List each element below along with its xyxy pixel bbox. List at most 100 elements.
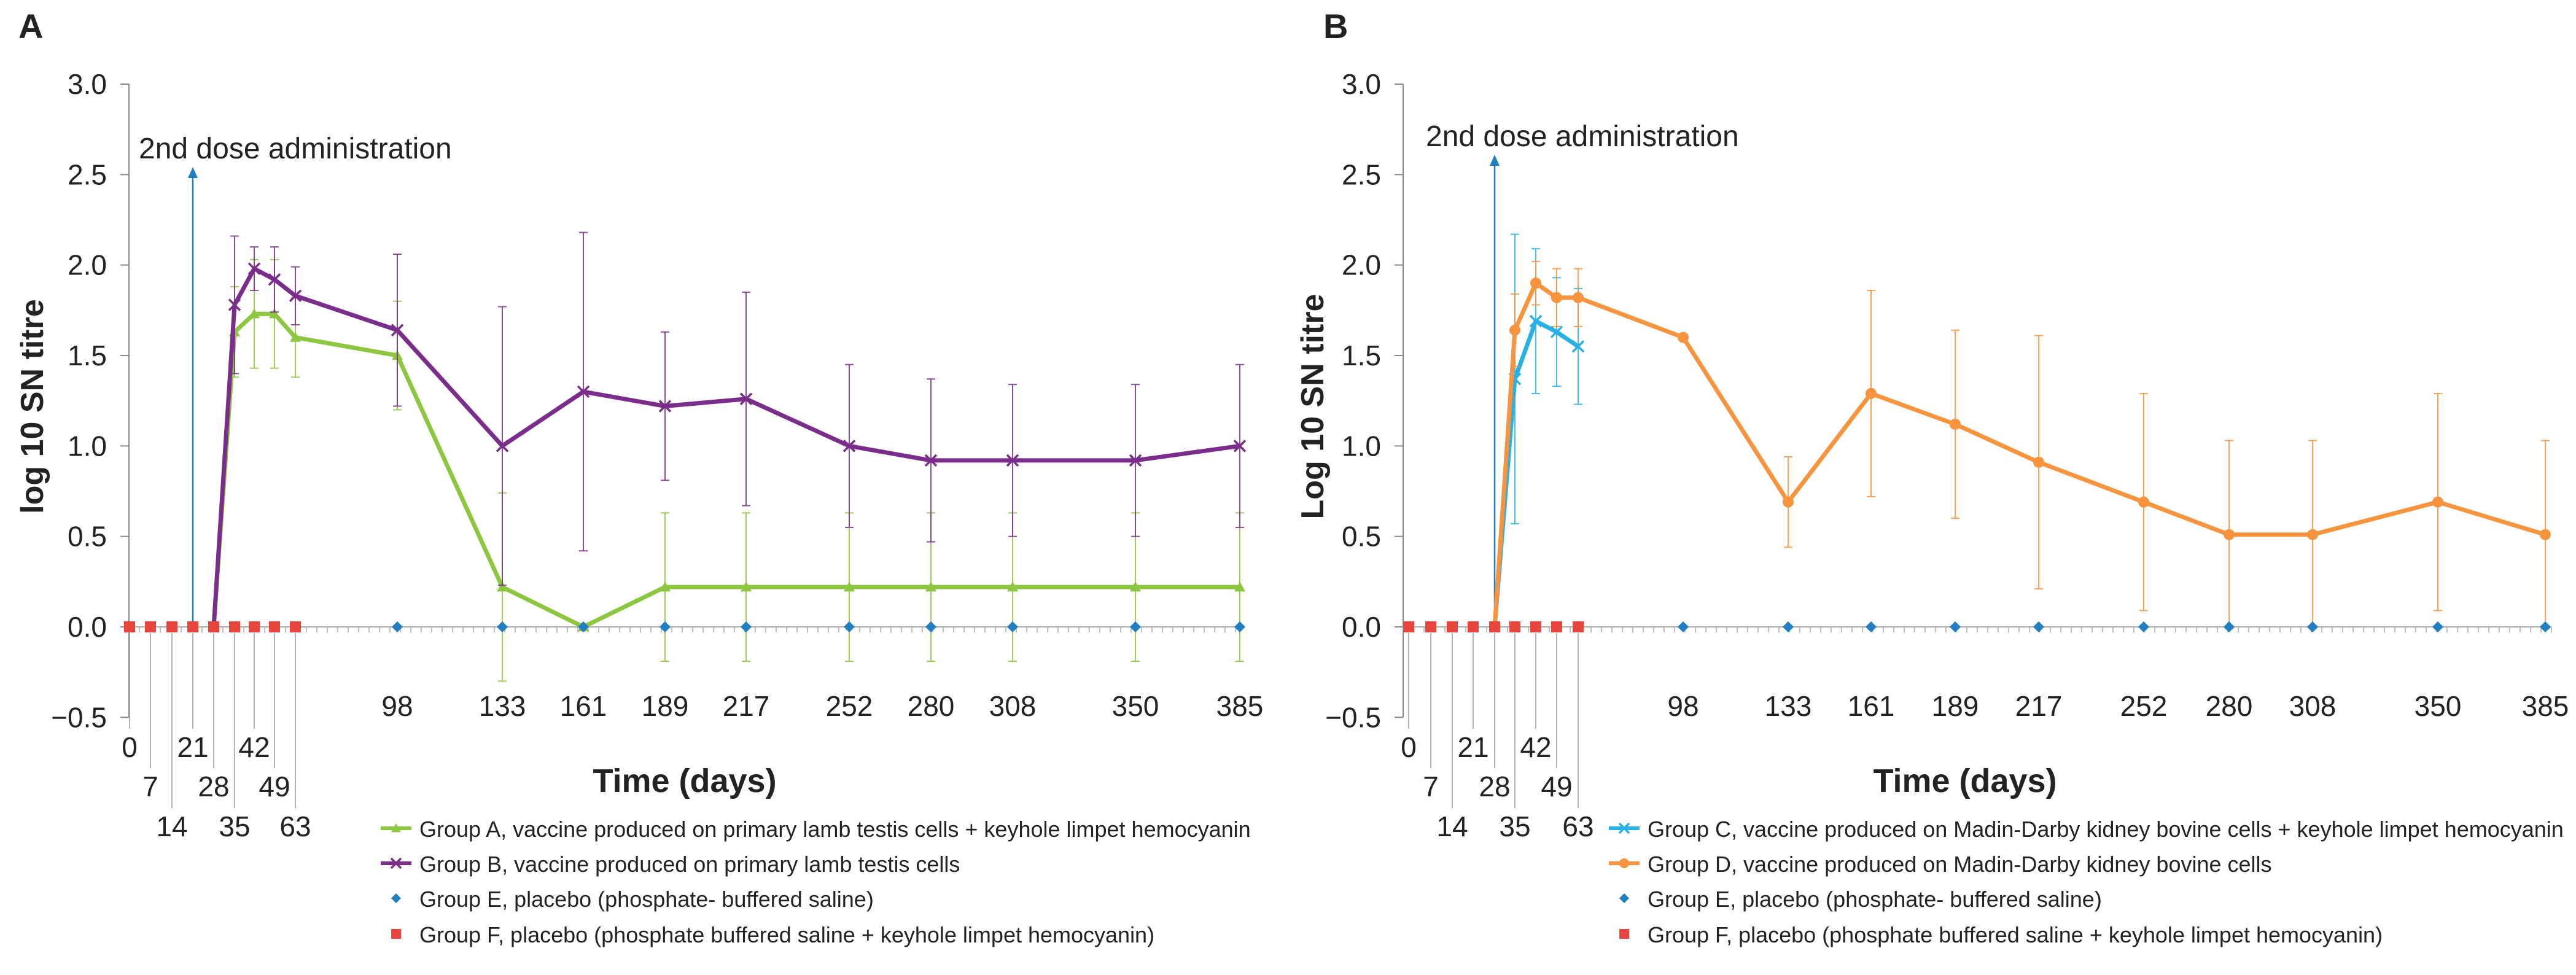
x-tick-label: 0	[122, 731, 138, 763]
data-point	[391, 324, 404, 336]
data-point	[1950, 418, 1961, 430]
data-point	[658, 400, 672, 413]
data-point	[577, 385, 590, 398]
x-tick-label: 14	[1436, 810, 1468, 842]
data-point	[1130, 581, 1141, 592]
data-point	[925, 621, 936, 632]
legend-label: Group D, vaccine produced on Madin-Darby…	[1648, 852, 2272, 877]
legend: Group A, vaccine produced on primary lam…	[381, 817, 1251, 947]
legend-label: Group E, placebo (phosphate- buffered sa…	[1648, 887, 2102, 912]
dose-arrow-head	[1490, 155, 1500, 166]
data-point	[578, 621, 589, 632]
legend-item: Group E, placebo (phosphate- buffered sa…	[391, 887, 874, 912]
data-point	[289, 289, 302, 302]
legend-label: Group F, placebo (phosphate buffered sal…	[1648, 922, 2383, 947]
x-tick-label: 14	[156, 810, 187, 842]
data-point	[842, 440, 856, 453]
x-tick-label: 35	[1499, 810, 1530, 842]
x-tick-label: 42	[1520, 731, 1551, 763]
legend-label: Group B, vaccine produced on primary lam…	[419, 852, 960, 877]
panel-letter: B	[1323, 7, 1348, 45]
x-tick-label: 385	[2522, 690, 2569, 722]
data-point	[187, 621, 198, 632]
x-tick-label: 350	[1112, 690, 1159, 722]
x-tick-label: 161	[560, 690, 607, 722]
x-tick-label: 28	[198, 771, 229, 802]
panel-letter: A	[18, 7, 43, 45]
data-point	[166, 621, 177, 632]
data-point	[2138, 621, 2149, 632]
data-point	[497, 581, 508, 592]
x-tick-label: 49	[259, 771, 290, 802]
x-tick-label: 42	[238, 731, 270, 763]
series-1	[211, 231, 1247, 627]
legend-item: Group C, vaccine produced on Madin-Darby…	[1609, 817, 2564, 842]
plot-area: −0.5 0.0 0.5 1.0 1.5 2.0 2.5 3.0 07 14 21 28 35 42 49 6…	[1325, 68, 2569, 842]
series-3	[124, 621, 301, 632]
series-2	[1678, 621, 2551, 632]
x-tick-label: 63	[279, 810, 311, 842]
data-point	[124, 621, 135, 632]
x-tick-label: 133	[1765, 690, 1812, 722]
dose-arrow-head	[188, 167, 198, 178]
series-3	[1403, 621, 1584, 632]
x-axis-label: Time (days)	[1873, 763, 2057, 799]
x-tick-label: 98	[1667, 690, 1699, 722]
legend-swatch-marker	[391, 893, 401, 903]
x-tick-label: 21	[177, 731, 208, 763]
legend-label: Group A, vaccine produced on primary lam…	[419, 817, 1251, 842]
series-line	[211, 311, 1240, 629]
y-tick-label: 1.0	[68, 430, 107, 462]
data-point	[496, 440, 509, 453]
series-line	[211, 266, 1240, 627]
y-axis-label: Log 10 SN titre	[1295, 294, 1331, 519]
legend-swatch-marker	[391, 929, 401, 939]
data-point	[1403, 621, 1414, 632]
y-axis-label: log 10 SN titre	[15, 299, 50, 514]
legend-item: Group D, vaccine produced on Madin-Darby…	[1609, 852, 2272, 877]
data-point	[290, 332, 301, 342]
data-point	[2224, 621, 2235, 632]
x-tick-label: 98	[381, 690, 413, 722]
data-point	[660, 581, 671, 592]
x-tick-label: 252	[2120, 690, 2168, 722]
x-tick-label: 217	[2015, 690, 2063, 722]
data-point	[2307, 529, 2318, 540]
y-tick-label: 1.5	[68, 340, 107, 371]
dose-annotation: 2nd dose administration	[139, 133, 452, 165]
data-point	[1551, 621, 1562, 632]
data-point	[1573, 621, 1584, 632]
data-point	[1509, 621, 1520, 632]
legend-swatch-marker	[1619, 893, 1629, 903]
y-tick-label: 2.0	[1342, 249, 1381, 281]
data-point	[844, 581, 855, 592]
y-tick-label: −0.5	[1325, 701, 1381, 733]
data-point	[2540, 529, 2551, 540]
data-point	[1573, 292, 1584, 303]
x-tick-label: 7	[142, 771, 158, 802]
x-tick-label: 252	[826, 690, 873, 722]
data-point	[1550, 325, 1563, 338]
x-tick-label: 280	[908, 690, 955, 722]
legend: Group C, vaccine produced on Madin-Darby…	[1609, 817, 2564, 947]
legend-item: Group E, placebo (phosphate- buffered sa…	[1619, 887, 2102, 912]
data-point	[1678, 621, 1689, 632]
x-axis-label: Time (days)	[593, 763, 776, 799]
data-point	[269, 621, 280, 632]
data-point	[2224, 529, 2235, 540]
data-point	[1866, 387, 1877, 399]
x-tick-label: 7	[1423, 771, 1439, 802]
data-point	[660, 621, 671, 632]
y-tick-label: 0.0	[68, 611, 107, 643]
dose-annotation: 2nd dose administration	[1426, 120, 1739, 153]
data-point	[1447, 621, 1458, 632]
x-tick-label: 280	[2206, 690, 2253, 722]
data-point	[2033, 621, 2044, 632]
y-tick-label: 2.5	[1342, 158, 1381, 190]
legend-label: Group F, placebo (phosphate buffered sal…	[419, 922, 1154, 947]
x-tick-label: 49	[1541, 771, 1572, 802]
series-0	[211, 258, 1245, 682]
y-tick-label: 2.5	[68, 158, 107, 190]
data-point	[268, 273, 281, 286]
y-tick-label: 3.0	[1342, 68, 1381, 100]
